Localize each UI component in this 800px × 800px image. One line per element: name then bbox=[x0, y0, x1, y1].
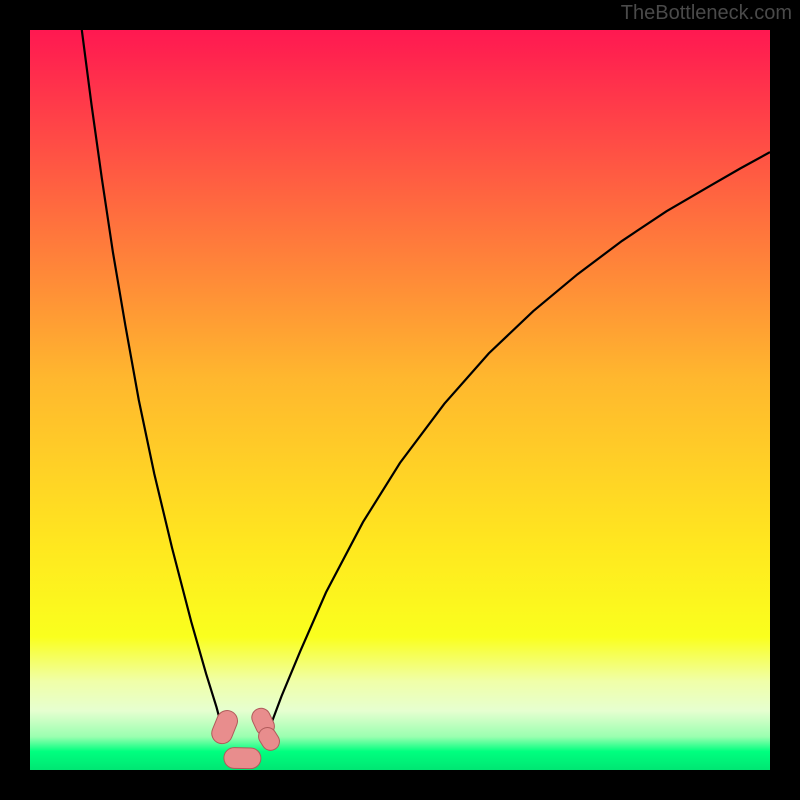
optimum-marker bbox=[224, 747, 261, 768]
watermark-text: TheBottleneck.com bbox=[621, 2, 792, 25]
gradient-background bbox=[30, 30, 770, 770]
plot-area bbox=[30, 30, 770, 770]
